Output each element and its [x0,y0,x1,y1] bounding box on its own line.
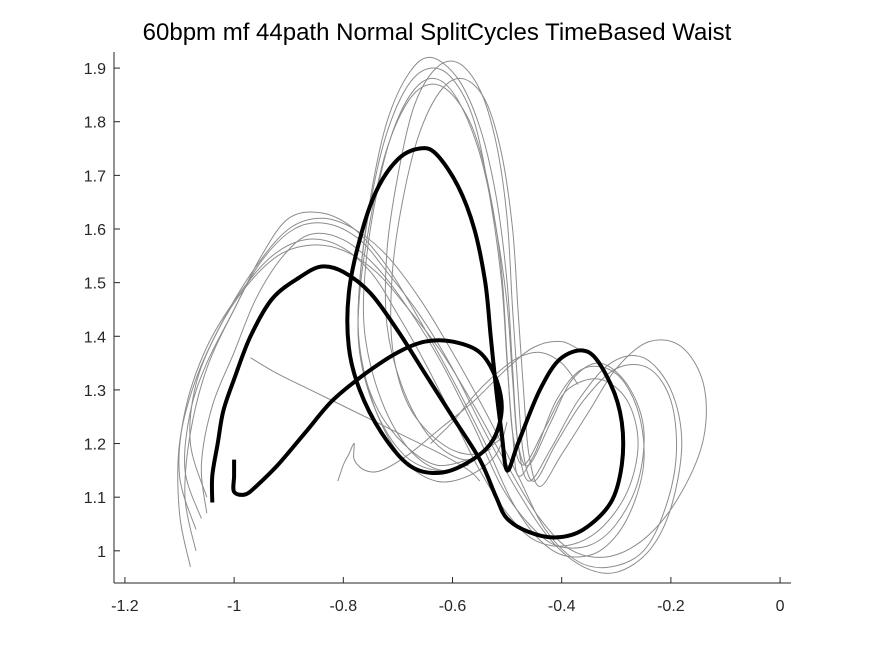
x-tick-label: -0.4 [548,598,576,615]
axes: -1.2 -1 -0.8 -0.6 -0.4 -0.2 0 1 1.1 1.2 1.3 1.4 1.5 1… [84,52,791,615]
plot-area [177,56,707,574]
cycle-line-1 [184,67,645,558]
cycle-line-3 [177,60,678,569]
y-tick-label: 1.6 [84,222,106,239]
x-tick-label: -1 [227,598,241,615]
y-tick-label: 1.1 [84,490,106,507]
y-tick-label: 1.4 [84,329,106,346]
y-tick-label: 1.8 [84,115,106,132]
cycle-line-8 [337,340,584,482]
cycle-line-2 [200,77,645,549]
x-tick-label: -1.2 [111,598,139,615]
x-tick-label: -0.2 [657,598,685,615]
x-tick-label: -0.6 [439,598,467,615]
y-tick-label: 1.7 [84,168,106,185]
chart-title: 60bpm mf 44path Normal SplitCycles TimeB… [143,19,732,46]
x-tick-label: 0 [776,598,785,615]
mean-line [209,146,626,540]
cycle-line-5 [184,56,683,574]
y-tick-label: 1.3 [84,383,106,400]
y-tick-label: 1.5 [84,276,106,293]
y-tick-label: 1 [97,544,106,561]
cycle-line-6 [178,83,639,547]
y-tick-label: 1.9 [84,61,106,78]
cycle-line-4 [189,77,707,558]
y-tick-label: 1.2 [84,437,106,454]
x-tick-label: -0.8 [330,598,358,615]
